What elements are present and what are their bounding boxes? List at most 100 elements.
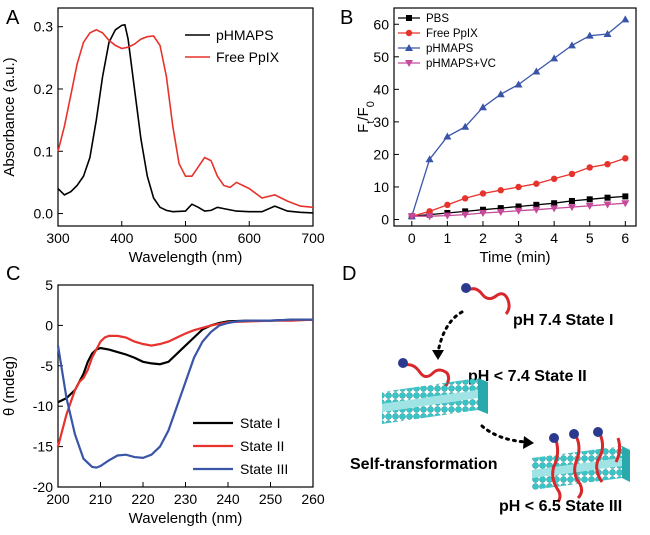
data-point-phmaps-vc bbox=[567, 204, 576, 212]
series-line-state-i bbox=[57, 318, 313, 404]
data-point-phmaps bbox=[496, 90, 505, 98]
data-point-phmaps bbox=[567, 41, 576, 49]
x-tick-label: 260 bbox=[301, 491, 325, 507]
chart-a-absorbance: 300 400 500 600 700 0.0 0.1 0.2 0.3 Wavelength (n… bbox=[1, 7, 325, 266]
data-point-phmaps bbox=[621, 15, 630, 23]
data-point-phmaps-vc bbox=[621, 200, 630, 208]
arrow-head-2-icon bbox=[523, 436, 534, 449]
y-tick-label: 0.0 bbox=[34, 206, 54, 222]
molecule-head-state2-icon bbox=[398, 358, 408, 368]
data-point-phmaps-vc bbox=[550, 205, 559, 213]
y-tick-label: 0 bbox=[45, 317, 53, 333]
data-point-free-ppix bbox=[586, 164, 593, 171]
x-tick-label: 3 bbox=[515, 230, 523, 246]
data-point-phmaps bbox=[550, 54, 559, 62]
data-point-free-ppix bbox=[604, 160, 611, 168]
lipid-bilayer-1 bbox=[382, 378, 488, 424]
y-tick-label: 0.1 bbox=[34, 143, 54, 159]
series-line-phmaps bbox=[57, 23, 314, 214]
state1-label: pH 7.4 State I bbox=[513, 312, 613, 329]
data-point-phmaps bbox=[461, 122, 470, 130]
peptide-chain-state2 bbox=[404, 363, 451, 388]
data-point-pbs bbox=[515, 203, 522, 210]
panel-letter-a: A bbox=[6, 7, 20, 29]
y-axis-label-part: /F bbox=[355, 107, 372, 120]
data-point-free-ppix bbox=[444, 201, 451, 209]
x-tick-label: 0 bbox=[408, 230, 416, 246]
data-point-phmaps-vc bbox=[603, 201, 612, 209]
data-point-pbs bbox=[479, 206, 486, 213]
x-tick-label: 700 bbox=[301, 230, 325, 246]
y-axis-label: θ (mdeg) bbox=[1, 356, 18, 416]
y-tick-label: 0.2 bbox=[34, 81, 54, 97]
x-tick-label: 2 bbox=[479, 230, 487, 246]
series-line-state-iii bbox=[56, 318, 313, 469]
data-point-pbs bbox=[497, 205, 504, 212]
x-axis-label: Wavelength (nm) bbox=[129, 249, 243, 266]
data-point-pbs bbox=[568, 197, 575, 204]
y-tick-label: 0.3 bbox=[34, 19, 54, 35]
data-point-phmaps-vc bbox=[532, 206, 541, 214]
x-tick-label: 210 bbox=[89, 491, 113, 507]
data-point-pbs bbox=[551, 200, 558, 207]
x-tick-label: 220 bbox=[131, 491, 155, 507]
data-point-pbs bbox=[462, 208, 469, 215]
series-line-free-ppix bbox=[57, 28, 314, 209]
state2-label: pH < 7.4 State II bbox=[468, 368, 587, 385]
data-point-phmaps bbox=[514, 80, 523, 88]
y-tick-label: 10 bbox=[373, 179, 389, 195]
data-point-free-ppix bbox=[497, 187, 504, 194]
x-tick-label: 4 bbox=[550, 230, 558, 246]
data-point-phmaps bbox=[478, 103, 487, 111]
x-tick-label: 250 bbox=[259, 491, 283, 507]
y-axis-label-part: t bbox=[365, 121, 377, 124]
legend-label: pHMAPS bbox=[216, 27, 274, 43]
data-point-phmaps bbox=[585, 31, 594, 39]
data-point-phmaps-vc bbox=[407, 213, 416, 221]
legend-marker bbox=[406, 15, 412, 21]
molecule-head-state1-icon bbox=[461, 283, 471, 293]
data-point-free-ppix bbox=[426, 208, 433, 215]
peptide-chain-state1 bbox=[467, 287, 511, 315]
data-point-phmaps bbox=[443, 132, 452, 140]
legend-label: Free PpIX bbox=[426, 28, 478, 40]
series-line-state-ii bbox=[56, 318, 314, 447]
arrow-dotted-1 bbox=[436, 310, 464, 354]
y-tick-label: 5 bbox=[45, 277, 53, 293]
y-tick-label: 20 bbox=[373, 146, 389, 162]
data-point-pbs bbox=[533, 201, 540, 208]
x-tick-label: 230 bbox=[174, 491, 198, 507]
y-tick-label: 40 bbox=[373, 81, 389, 97]
inserted-peptides-state3 bbox=[549, 427, 622, 503]
legend-label: PBS bbox=[426, 13, 449, 25]
x-tick-label: 400 bbox=[110, 230, 134, 246]
legend-label: pHMAPS+VC bbox=[426, 58, 496, 70]
legend-label: State I bbox=[240, 415, 280, 431]
arrow-dotted-2 bbox=[480, 424, 528, 444]
y-tick-label: -15 bbox=[33, 439, 53, 455]
x-tick-label: 500 bbox=[174, 230, 198, 246]
data-point-free-ppix bbox=[550, 175, 558, 183]
x-tick-label: 600 bbox=[238, 230, 262, 246]
y-axis-label-part: F bbox=[355, 124, 372, 133]
data-point-pbs bbox=[586, 196, 593, 203]
x-tick-label: 1 bbox=[443, 230, 451, 246]
x-tick-label: 240 bbox=[216, 491, 240, 507]
data-point-free-ppix bbox=[461, 195, 469, 202]
data-point-phmaps bbox=[603, 30, 612, 38]
data-point-free-ppix bbox=[479, 190, 487, 197]
x-axis-label: Wavelength (nm) bbox=[129, 510, 243, 527]
plot-frame bbox=[57, 284, 314, 488]
state3-label: pH < 6.5 State III bbox=[499, 498, 622, 515]
diagram-d-self-transformation: pH 7.4 State I pH < 7.4 State II Self-tr… bbox=[350, 283, 630, 515]
self-transformation-label: Self-transformation bbox=[350, 456, 498, 473]
data-point-phmaps bbox=[532, 67, 541, 75]
data-point-free-ppix bbox=[568, 170, 576, 178]
y-axis-label: Absorbance (a.u.) bbox=[1, 57, 18, 176]
legend-label: State III bbox=[240, 461, 288, 477]
legend-label: State II bbox=[240, 438, 284, 454]
y-tick-label: 0 bbox=[381, 211, 389, 227]
data-point-phmaps-vc bbox=[514, 207, 523, 215]
